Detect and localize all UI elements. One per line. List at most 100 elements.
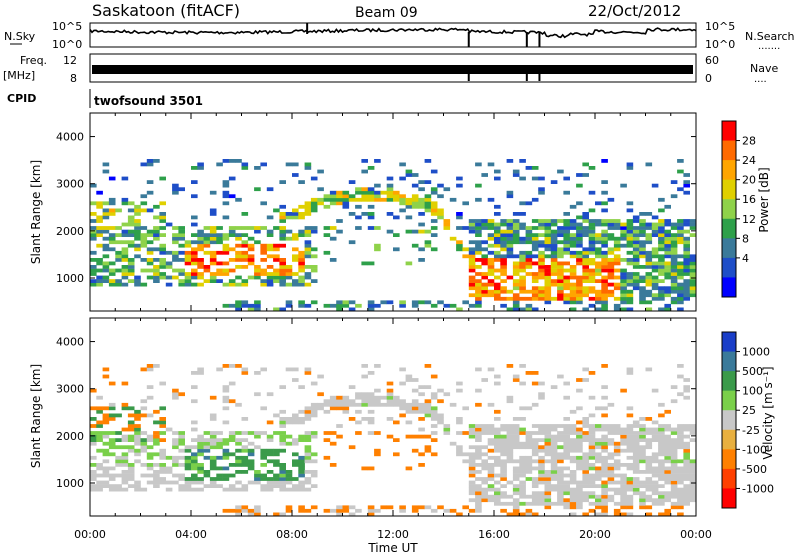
heatmap-cell (222, 487, 230, 492)
colorbar-segment (722, 488, 736, 509)
heatmap-cell (222, 303, 230, 308)
heatmap-cell (90, 473, 97, 478)
heatmap-cell (127, 272, 135, 276)
heatmap-cell (184, 240, 192, 245)
heatmap-cell (304, 166, 312, 170)
heatmap-cell (512, 508, 520, 513)
heatmap-cell (639, 494, 646, 499)
heatmap-cell (670, 258, 678, 262)
heatmap-cell (172, 258, 179, 262)
heatmap-cell (310, 505, 318, 510)
heatmap-cell (582, 226, 589, 230)
heatmap-cell (632, 487, 640, 492)
heatmap-cell (90, 487, 97, 492)
heatmap-cell (102, 470, 110, 474)
heatmap-cell (645, 279, 653, 283)
heatmap-cell (102, 275, 110, 280)
heatmap-cell (216, 455, 223, 460)
heatmap-cell (90, 268, 97, 273)
heatmap-cell (108, 212, 116, 216)
heatmap-cell (140, 431, 148, 435)
heatmap-cell (197, 236, 204, 241)
heatmap-cell (260, 463, 267, 467)
heatmap-cell (683, 293, 690, 298)
heatmap-cell (273, 243, 280, 248)
heatmap-cell (146, 250, 154, 255)
heatmap-cell (184, 463, 192, 467)
heatmap-cell (235, 459, 242, 464)
heatmap-cell (178, 434, 185, 439)
heatmap-cell (487, 197, 495, 202)
heatmap-cell (670, 466, 678, 471)
heatmap-cell (658, 307, 665, 312)
heatmap-cell (500, 459, 507, 464)
heatmap-cell (247, 307, 255, 312)
heatmap-cell (304, 212, 312, 216)
heatmap-cell (658, 268, 665, 273)
heatmap-cell (519, 463, 526, 467)
heatmap-cell (304, 282, 312, 287)
heatmap-cell (298, 480, 305, 485)
power-colorbar-label: Power [dB] (757, 167, 771, 232)
heatmap-cell (651, 286, 659, 291)
heatmap-cell (348, 240, 356, 245)
heatmap-cell (323, 197, 331, 202)
colorbar-segment (722, 140, 736, 161)
heatmap-cell (601, 466, 608, 471)
heatmap-cell (260, 406, 267, 411)
heatmap-cell (576, 289, 583, 294)
heatmap-cell (550, 282, 558, 287)
heatmap-cell (266, 282, 274, 287)
heatmap-cell (576, 258, 583, 262)
heatmap-cell (165, 427, 173, 432)
heatmap-cell (361, 187, 368, 192)
heatmap-cell (563, 441, 570, 446)
heatmap-cell (677, 434, 684, 439)
heatmap-cell (595, 250, 602, 255)
heatmap-cell (582, 438, 589, 442)
heatmap-cell (670, 286, 678, 291)
heatmap-cell (500, 236, 507, 241)
heatmap-cell (531, 424, 539, 428)
heatmap-cell (658, 470, 665, 474)
heatmap-cell (632, 420, 640, 425)
heatmap-cell (140, 282, 148, 287)
heatmap-cell (494, 441, 501, 446)
heatmap-cell (279, 219, 286, 223)
heatmap-cell (519, 487, 526, 492)
heatmap-cell (115, 463, 122, 467)
heatmap-cell (639, 491, 646, 496)
heatmap-cell (538, 494, 545, 499)
heatmap-cell (525, 459, 533, 464)
heatmap-cell (588, 371, 596, 375)
heatmap-cell (430, 208, 438, 213)
heatmap-cell (411, 378, 419, 382)
heatmap-cell (424, 505, 432, 510)
heatmap-cell (550, 233, 558, 237)
heatmap-cell (683, 268, 690, 273)
heatmap-cell (159, 265, 166, 269)
heatmap-cell (456, 307, 463, 312)
heatmap-cell (651, 484, 659, 488)
heatmap-cell (292, 282, 299, 287)
heatmap-cell (197, 463, 204, 467)
heatmap-cell (626, 293, 634, 298)
heatmap-cell (127, 258, 135, 262)
heatmap-cell (683, 395, 690, 400)
heatmap-cell (134, 427, 141, 432)
heatmap-cell (329, 258, 337, 262)
heatmap-cell (342, 190, 350, 195)
heatmap-cell (146, 190, 154, 195)
heatmap-cell (121, 258, 129, 262)
heatmap-cell (601, 279, 608, 283)
heatmap-cell (367, 166, 375, 170)
heatmap-cell (632, 463, 640, 467)
heatmap-cell (645, 438, 653, 442)
heatmap-cell (506, 445, 514, 450)
heatmap-cell (127, 229, 135, 234)
heatmap-cell (134, 452, 141, 457)
heatmap-cell (588, 434, 596, 439)
heatmap-cell (563, 448, 570, 453)
heatmap-cell (172, 236, 179, 241)
heatmap-cell (613, 268, 621, 273)
